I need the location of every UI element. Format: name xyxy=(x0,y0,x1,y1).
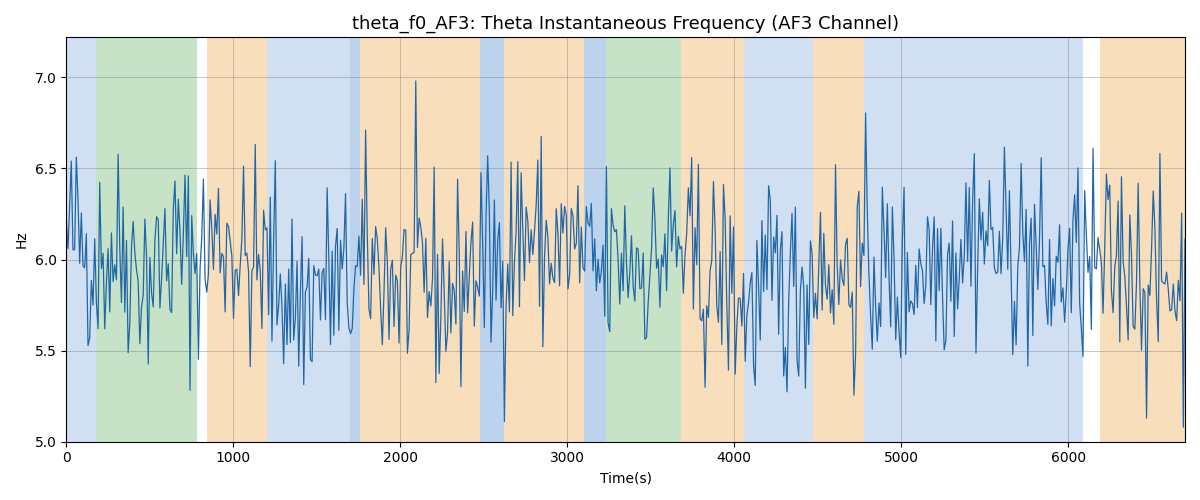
Bar xyxy=(350,38,360,442)
Bar xyxy=(1100,38,1186,442)
Y-axis label: Hz: Hz xyxy=(16,230,29,248)
Bar xyxy=(504,38,584,442)
Bar xyxy=(66,38,96,442)
Title: theta_f0_AF3: Theta Instantaneous Frequency (AF3 Channel): theta_f0_AF3: Theta Instantaneous Freque… xyxy=(352,15,899,34)
X-axis label: Time(s): Time(s) xyxy=(600,471,652,485)
Bar xyxy=(584,38,606,442)
Bar xyxy=(360,38,480,442)
Bar xyxy=(606,38,680,442)
Bar xyxy=(680,38,744,442)
Bar xyxy=(744,38,812,442)
Bar xyxy=(266,38,350,442)
Bar xyxy=(96,38,197,442)
Bar xyxy=(812,38,864,442)
Bar xyxy=(206,38,266,442)
Bar xyxy=(864,38,1084,442)
Bar xyxy=(480,38,504,442)
